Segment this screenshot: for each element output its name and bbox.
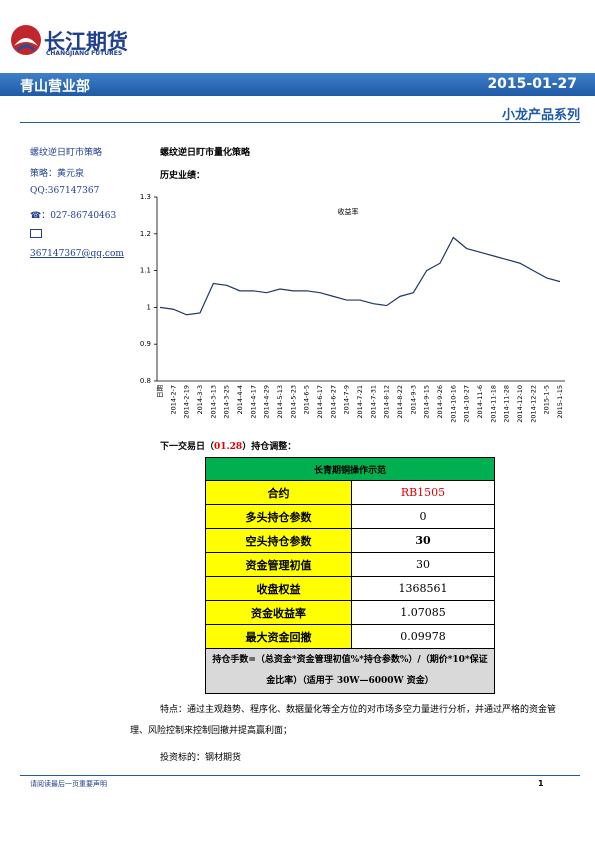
row-value: 1.07085 <box>351 600 495 625</box>
row-value: 1368561 <box>351 576 495 601</box>
x-tick-label: 2014-6-5 <box>303 385 311 415</box>
mail-icon <box>30 229 42 238</box>
x-tick-label: 2014-4-29 <box>263 385 271 419</box>
row-label: 合约 <box>205 480 352 505</box>
x-tick-label: 2014-10-16 <box>449 385 457 423</box>
chart-title: 收益率 <box>338 207 359 216</box>
x-tick-label: 2014-5-23 <box>289 385 297 419</box>
sidebar-author: 策略：黄元泉 <box>30 169 85 179</box>
sidebar-title: 螺纹逆日盯市策略 <box>30 148 103 158</box>
x-tick-label: 2014-2-7 <box>169 385 177 415</box>
x-tick-label: 2014-8-22 <box>396 385 404 419</box>
x-tick-label: 2014-7-21 <box>356 385 364 419</box>
table-row: 合约 RB1505 <box>205 480 495 505</box>
y-tick-label: 1.1 <box>140 267 151 275</box>
row-value: 0 <box>351 504 495 529</box>
position-table: 长青期铜操作示范 合约 RB1505 多头持仓参数 0 空头持仓参数 30 资金管理初值 30… <box>205 457 495 694</box>
row-label: 资金收益率 <box>205 600 352 625</box>
x-tick-label: 2014-2-19 <box>183 385 191 419</box>
row-value: RB1505 <box>351 480 495 505</box>
x-tick-label: 2014-9-26 <box>436 385 444 419</box>
x-tick-label: 2014-8-12 <box>383 385 391 419</box>
y-tick-label: 1 <box>147 303 151 311</box>
header-bar <box>0 73 595 96</box>
table-row: 资金管理初值 30 <box>205 552 495 577</box>
footer-note: 请阅读最后一页重要声明 <box>30 780 107 788</box>
x-tick-label: 2014-3-3 <box>196 385 204 415</box>
feature-text: 特点：通过主观趋势、程序化、数据量化等全方位的对市场多空力量进行分析，并通过严格… <box>130 705 557 736</box>
x-tick-label: 2014-11-18 <box>489 385 497 423</box>
x-tick-label: 2014-6-27 <box>329 385 337 419</box>
table-title: 长青期铜操作示范 <box>205 457 495 481</box>
x-tick-label: 2014-11-28 <box>503 385 511 423</box>
x-tick-label: 2014-7-9 <box>343 385 351 415</box>
header-rule <box>20 122 580 123</box>
report-date: 2015-01-27 <box>487 76 577 92</box>
table-row: 空头持仓参数 30 <box>205 528 495 553</box>
adjust-date: 01.28 <box>214 442 243 452</box>
table-row: 资金收益率 1.07085 <box>205 600 495 625</box>
row-label: 资金管理初值 <box>205 552 352 577</box>
x-tick-label: 2014-7-31 <box>369 385 377 419</box>
adjust-suffix: ）持仓调整： <box>242 442 297 452</box>
x-tick-label: 2014-12-22 <box>529 385 537 423</box>
branch-name: 青山营业部 <box>20 79 90 95</box>
x-tick-label: 2015-1-15 <box>556 385 564 419</box>
x-tick-label: 2014-5-13 <box>276 385 284 419</box>
x-tick-label: 2014-4-17 <box>249 385 257 419</box>
x-tick-label: 2014-12-10 <box>516 385 524 423</box>
y-tick-label: 0.9 <box>140 340 151 348</box>
page-number: 1 <box>538 779 544 788</box>
row-value: 30 <box>351 552 495 577</box>
y-tick-label: 1.2 <box>140 230 151 238</box>
row-value: 30 <box>351 528 495 553</box>
table-formula: 持仓手数=（总资金*资金管理初值%*持仓参数%）/（期价*10*保证金比率）（适… <box>205 648 495 694</box>
table-row: 多头持仓参数 0 <box>205 504 495 529</box>
section-title: 螺纹逆日盯市量化策略 <box>160 148 251 158</box>
x-tick-label: 2014-9-3 <box>409 385 417 415</box>
x-tick-label: 2014-9-15 <box>423 385 431 419</box>
table-row: 最大资金回撤 0.09978 <box>205 624 495 649</box>
adjust-prefix: 下一交易日（ <box>160 442 215 452</box>
row-label: 最大资金回撤 <box>205 624 352 649</box>
y-tick-label: 0.8 <box>140 377 151 385</box>
adjust-line: 下一交易日（01.28）持仓调整： <box>160 439 296 452</box>
sidebar-qq: QQ:367147367 <box>30 186 100 196</box>
footer-rule <box>20 775 580 776</box>
x-tick-label: 2014-6-17 <box>316 385 324 419</box>
x-tick-label: 2014-10-27 <box>463 385 471 423</box>
x-tick-label: 2014-4-4 <box>236 385 244 415</box>
logo-english: CHANGJIANG FUTURES <box>46 50 123 57</box>
sidebar-phone: ☎：027-86740463 <box>30 211 117 221</box>
sidebar-email[interactable]: 367147367@qq.com <box>30 249 124 259</box>
row-value: 0.09978 <box>351 624 495 649</box>
row-label: 空头持仓参数 <box>205 528 352 553</box>
x-tick-label: 日期 <box>156 385 164 399</box>
row-label: 多头持仓参数 <box>205 504 352 529</box>
row-label: 收盘权益 <box>205 576 352 601</box>
logo-icon <box>11 25 41 55</box>
x-tick-label: 2014-3-13 <box>209 385 217 419</box>
logo-text: 长江期货 <box>44 30 128 54</box>
series-name: 小龙产品系列 <box>501 108 580 123</box>
x-tick-label: 2014-3-25 <box>223 385 231 419</box>
table-row: 收盘权益 1368561 <box>205 576 495 601</box>
target-text: 投资标的：钢材期货 <box>160 753 242 763</box>
chart: 收益率 0.8 0.9 1 1.1 1.2 1.3 日期 2014-2-7 2014-2-19 2… <box>140 193 565 423</box>
history-label: 历史业绩： <box>160 171 206 181</box>
x-tick-label: 2014-11-6 <box>476 385 484 419</box>
y-tick-label: 1.3 <box>140 193 151 201</box>
data-line <box>159 236 561 316</box>
x-tick-label: 2015-1-5 <box>543 385 551 415</box>
